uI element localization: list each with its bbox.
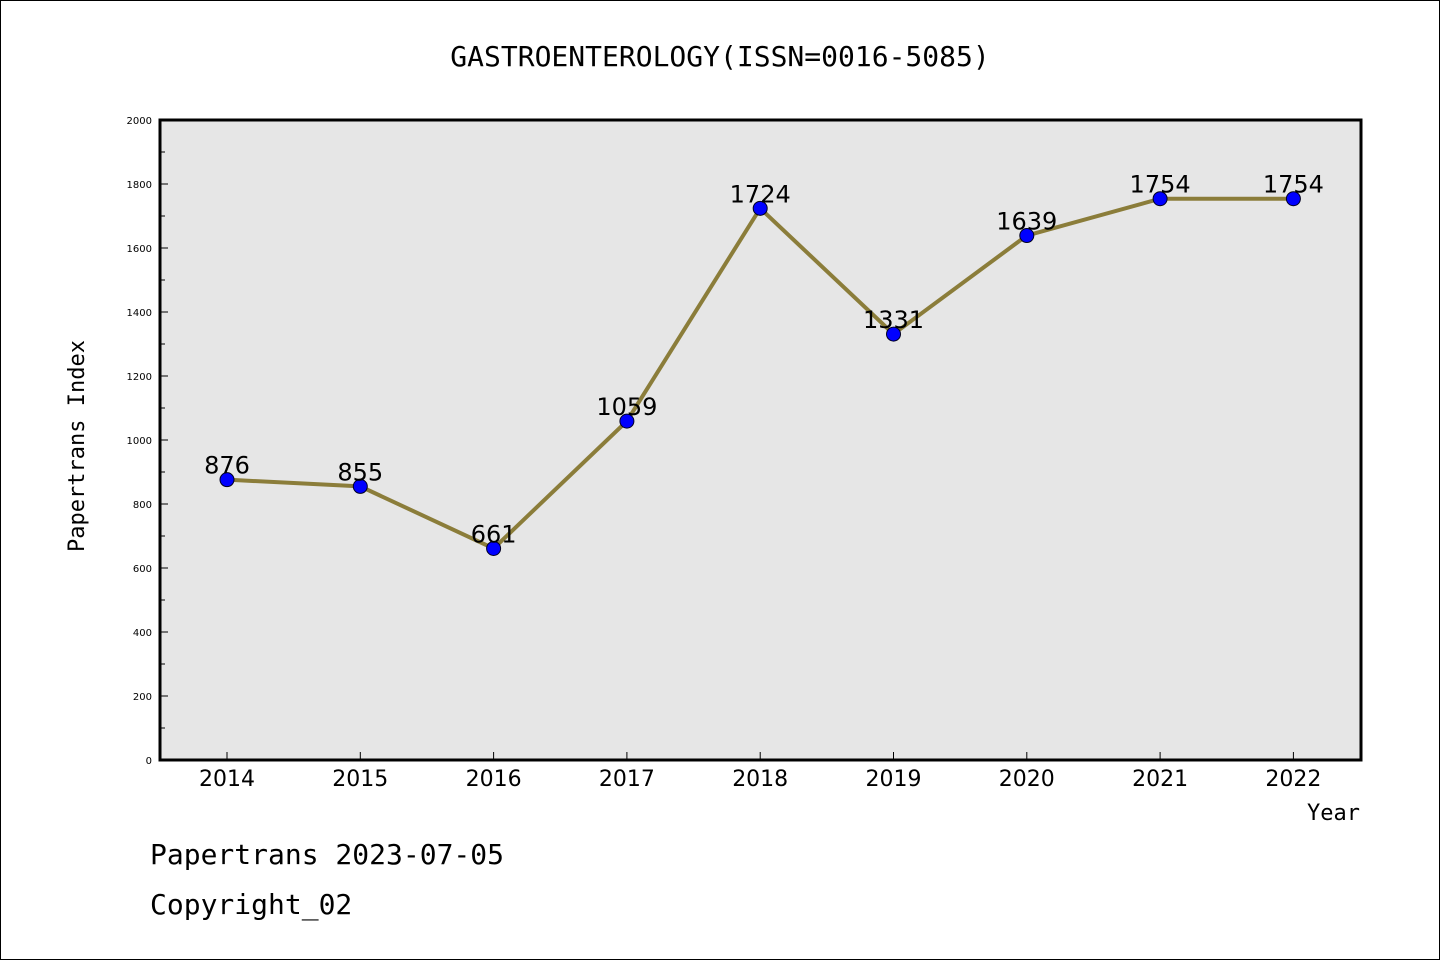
data-label: 1331 — [863, 306, 924, 334]
data-point — [619, 413, 635, 429]
y-tick-label: 200 — [133, 692, 152, 703]
x-axis: 2014 2015 2016 2017 2018 2019 2020 2021 2022 — [199, 752, 1321, 792]
x-tick-label: 2019 — [866, 767, 922, 792]
data-label: 1724 — [730, 180, 791, 208]
y-tick-label: 1200 — [127, 372, 152, 383]
x-tick-label: 2014 — [199, 767, 255, 792]
x-tick-label: 2016 — [466, 767, 522, 792]
y-tick-label: 1800 — [127, 180, 152, 191]
footer-date: Papertrans 2023-07-05 — [150, 838, 504, 871]
data-label: 876 — [204, 452, 250, 480]
y-tick-label: 600 — [133, 564, 152, 575]
data-label: 1754 — [1263, 171, 1324, 199]
data-point — [352, 478, 368, 494]
y-tick-label: 1400 — [127, 308, 152, 319]
data-point — [219, 472, 235, 488]
y-tick-label: 800 — [133, 500, 152, 511]
data-labels: 876 855 661 1059 1724 1331 1639 1754 1754 — [204, 171, 1324, 549]
x-tick-label: 2022 — [1265, 767, 1321, 792]
data-point — [886, 326, 901, 342]
data-label: 855 — [337, 458, 383, 486]
x-tick-label: 2018 — [732, 767, 788, 792]
chart-title: GASTROENTEROLOGY(ISSN=0016-5085) — [450, 40, 989, 73]
x-tick-label: 2021 — [1132, 767, 1188, 792]
y-tick-label: 0 — [146, 756, 152, 767]
footer-copyright: Copyright_02 — [150, 888, 352, 922]
y-tick-label: 400 — [133, 628, 152, 639]
x-tick-label: 2015 — [332, 767, 388, 792]
data-label: 1639 — [996, 208, 1057, 236]
x-tick-label: 2017 — [599, 767, 655, 792]
x-axis-label: Year — [1307, 801, 1360, 826]
y-tick-label: 1000 — [127, 436, 152, 447]
data-label: 661 — [471, 520, 517, 548]
data-point — [1285, 191, 1301, 207]
data-label: 1059 — [596, 393, 657, 421]
data-label: 1754 — [1130, 171, 1191, 199]
y-axis-label: Papertrans Index — [65, 340, 90, 552]
y-axis: 0 200 400 600 800 1000 1200 1400 1600 1800 2000 — [127, 116, 168, 767]
x-tick-label: 2020 — [999, 767, 1055, 792]
y-tick-label: 1600 — [127, 244, 152, 255]
y-tick-label: 2000 — [127, 116, 152, 127]
data-point — [486, 540, 502, 556]
data-point — [752, 200, 768, 216]
data-point — [1019, 228, 1035, 244]
plot-area — [158, 118, 1363, 762]
series-markers — [219, 191, 1301, 556]
data-point — [1152, 191, 1168, 207]
